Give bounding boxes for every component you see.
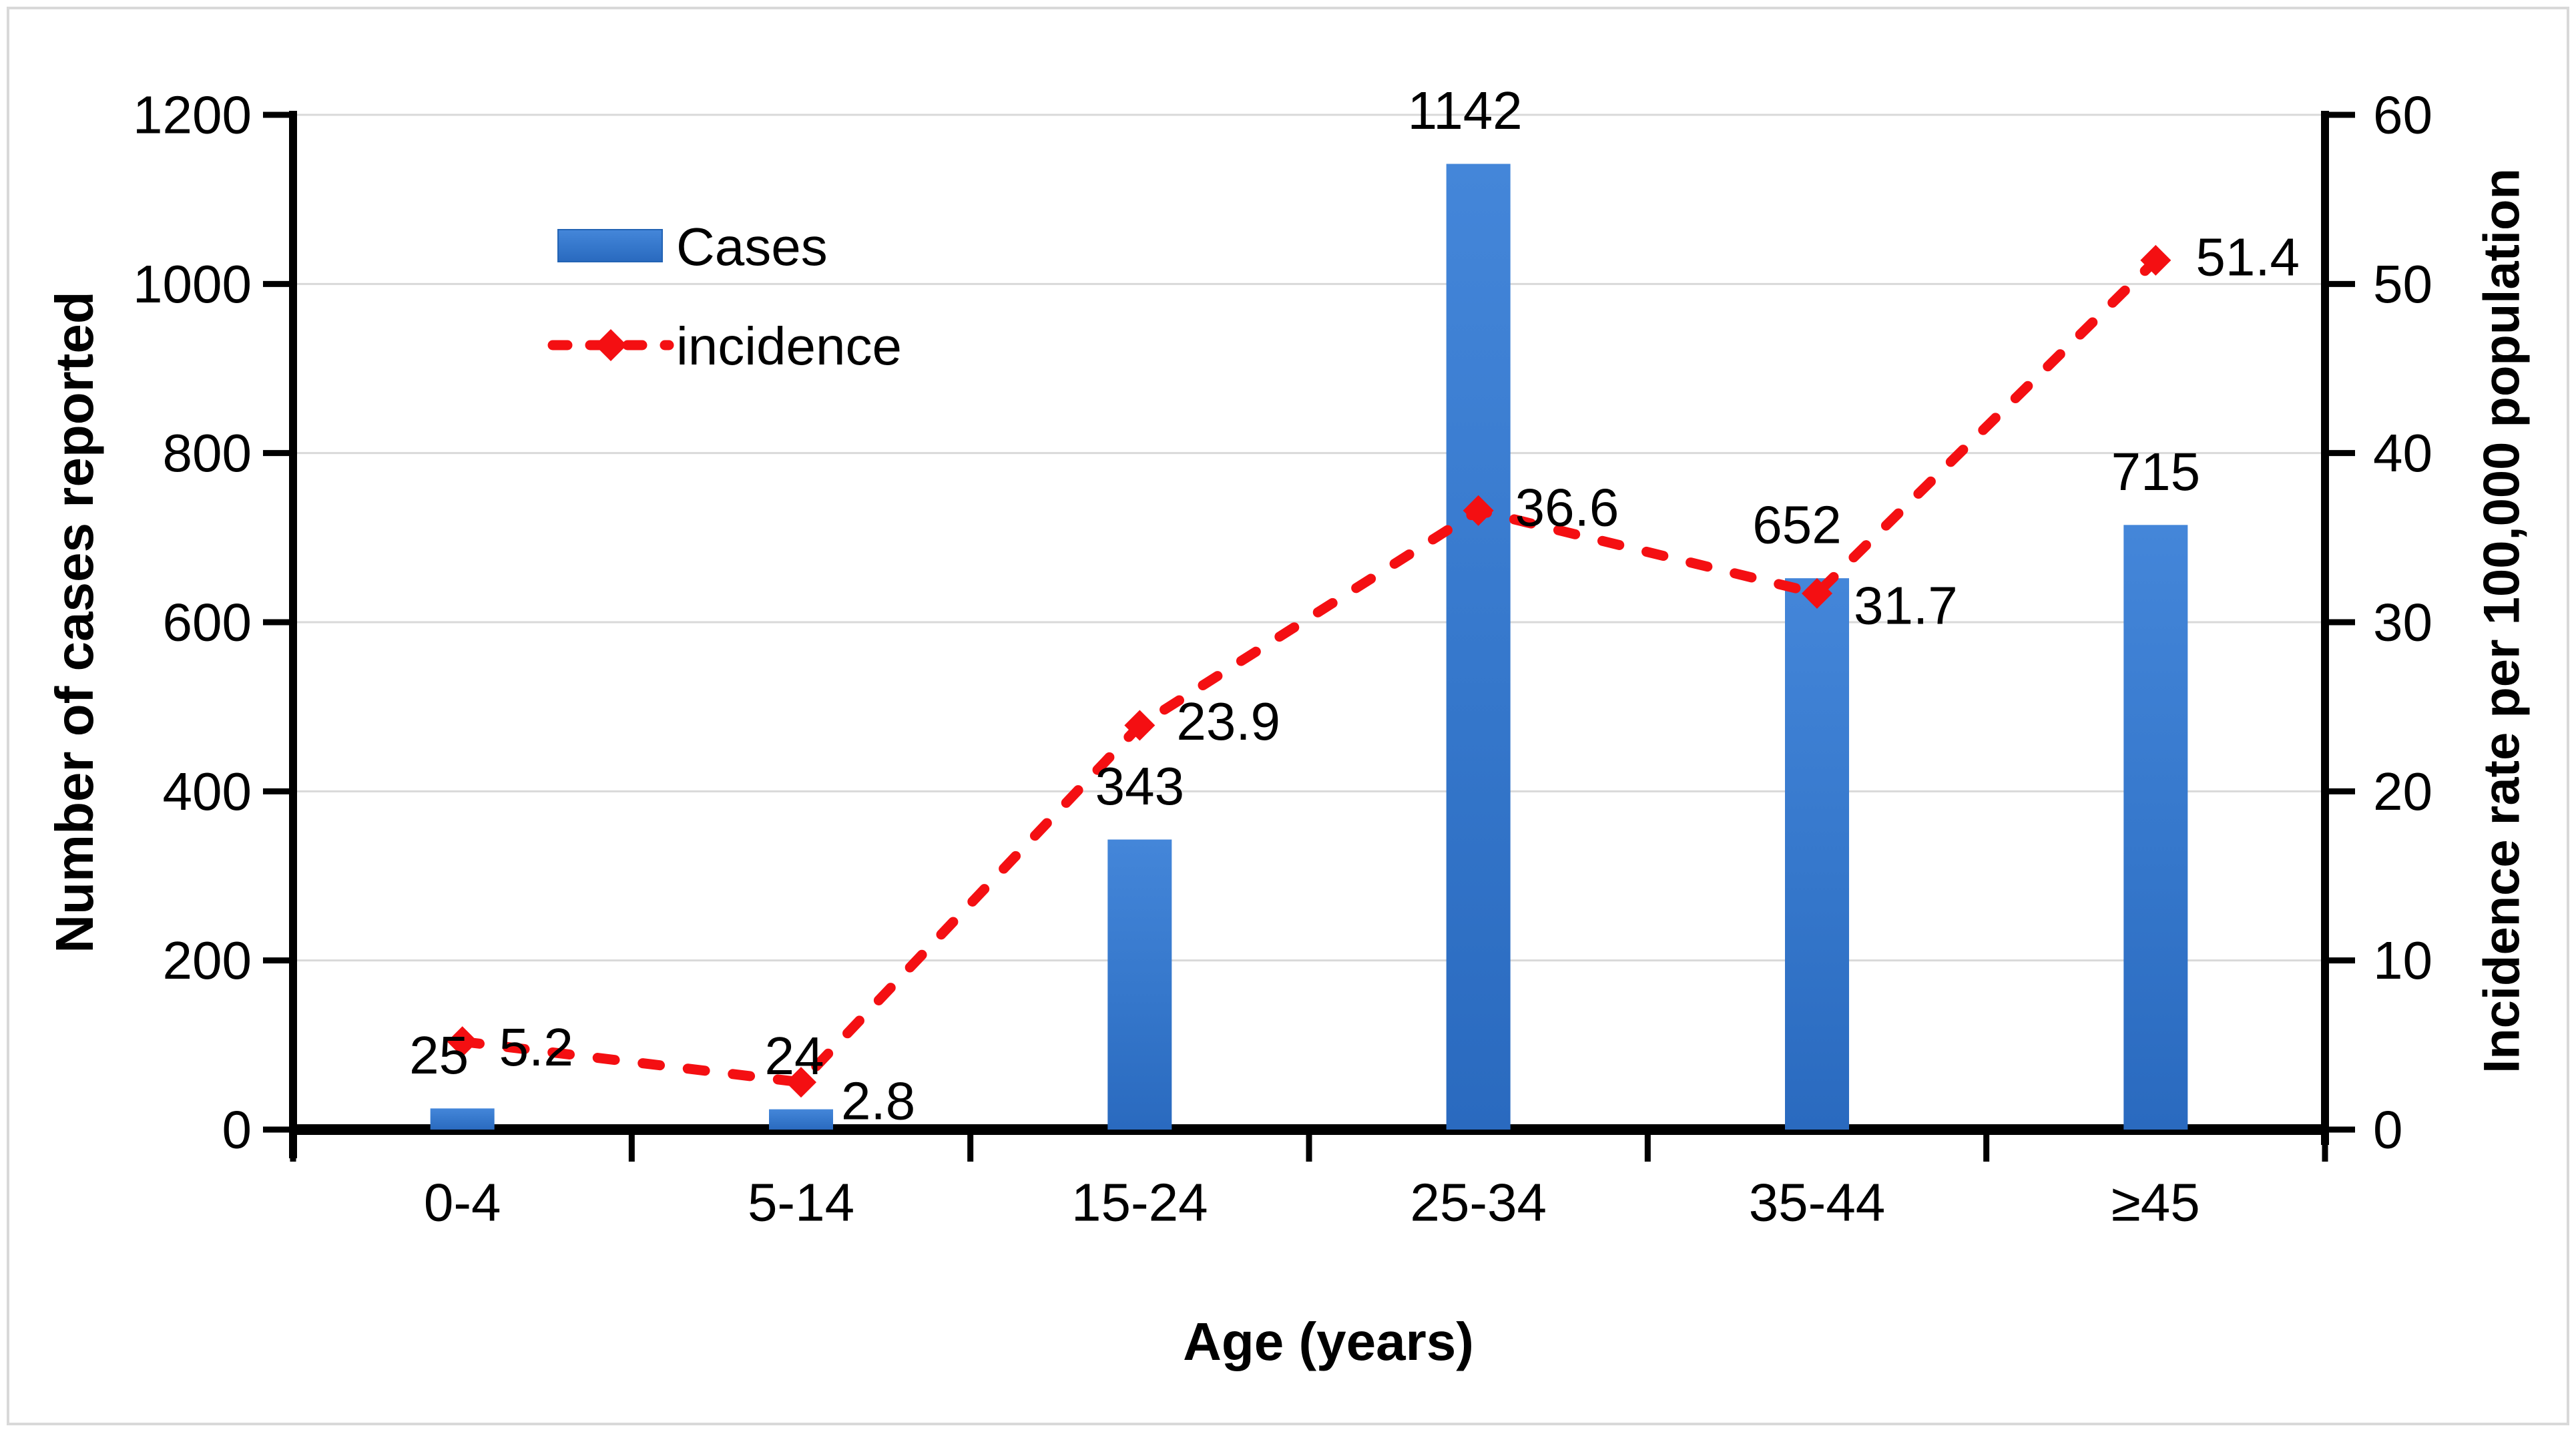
incidence-value-label: 36.6 [1515, 477, 1619, 537]
bar-≥45 [2123, 525, 2188, 1130]
y-left-tick-label: 0 [222, 1100, 252, 1160]
y-left-axis-title: Number of cases reported [45, 291, 104, 953]
bar-value-label: 24 [765, 1026, 824, 1086]
incidence-value-label: 2.8 [841, 1071, 915, 1131]
y-right-axis-title: Incidence rate per 100,000 population [2473, 168, 2531, 1073]
bar-25-34 [1446, 164, 1511, 1130]
y-left-tick-label: 1000 [133, 254, 252, 314]
incidence-value-label: 23.9 [1176, 692, 1280, 751]
category-label: 15-24 [1071, 1173, 1208, 1232]
incidence-marker-≥45 [2140, 244, 2171, 276]
incidence-marker-15-24 [1124, 710, 1155, 741]
incidence-value-label: 31.7 [1854, 575, 1958, 635]
bar-35-44 [1785, 578, 1849, 1130]
y-left-tick-label: 800 [163, 423, 252, 483]
bar-0-4 [430, 1108, 495, 1130]
bar-15-24 [1107, 839, 1172, 1130]
bar-value-label: 1142 [1408, 81, 1523, 140]
y-right-tick-label: 10 [2373, 931, 2432, 990]
y-right-tick-label: 0 [2373, 1100, 2403, 1160]
incidence-value-label: 5.2 [499, 1017, 573, 1077]
bar-value-label: 652 [1752, 495, 1841, 555]
y-left-tick-label: 200 [163, 931, 252, 990]
incidence-value-label: 51.4 [2196, 227, 2300, 286]
incidence-line [457, 255, 2161, 1088]
y-left-tick-label: 1200 [133, 85, 252, 145]
x-axis-title: Age (years) [1183, 1312, 1474, 1371]
y-right-tick-label: 20 [2373, 762, 2432, 821]
incidence-marker-0-4 [447, 1026, 478, 1057]
legend-incidence-label: incidence [676, 316, 903, 376]
category-label: 0-4 [424, 1173, 501, 1232]
y-right-tick-label: 50 [2373, 254, 2432, 314]
legend-cases-swatch [557, 229, 663, 262]
incidence-marker-25-34 [1463, 495, 1494, 526]
incidence-marker-35-44 [1802, 577, 1832, 609]
y-right-tick-label: 40 [2373, 423, 2432, 483]
y-right-tick-label: 30 [2373, 593, 2432, 652]
incidence-marker-5-14 [786, 1067, 816, 1098]
bar-5-14 [769, 1109, 833, 1130]
bar-value-label: 343 [1095, 756, 1184, 816]
category-label: ≥45 [2111, 1173, 2200, 1232]
bar-value-label: 25 [409, 1025, 469, 1085]
category-label: 5-14 [748, 1173, 854, 1232]
y-left-tick-label: 400 [163, 762, 252, 821]
y-left-tick-label: 600 [163, 593, 252, 652]
category-label: 35-44 [1749, 1173, 1886, 1232]
legend-incidence-line-icon [547, 329, 674, 361]
y-right-tick-label: 60 [2373, 85, 2432, 145]
category-label: 25-34 [1410, 1173, 1547, 1232]
legend-cases-label: Cases [676, 217, 828, 276]
bar-value-label: 715 [2111, 442, 2200, 501]
